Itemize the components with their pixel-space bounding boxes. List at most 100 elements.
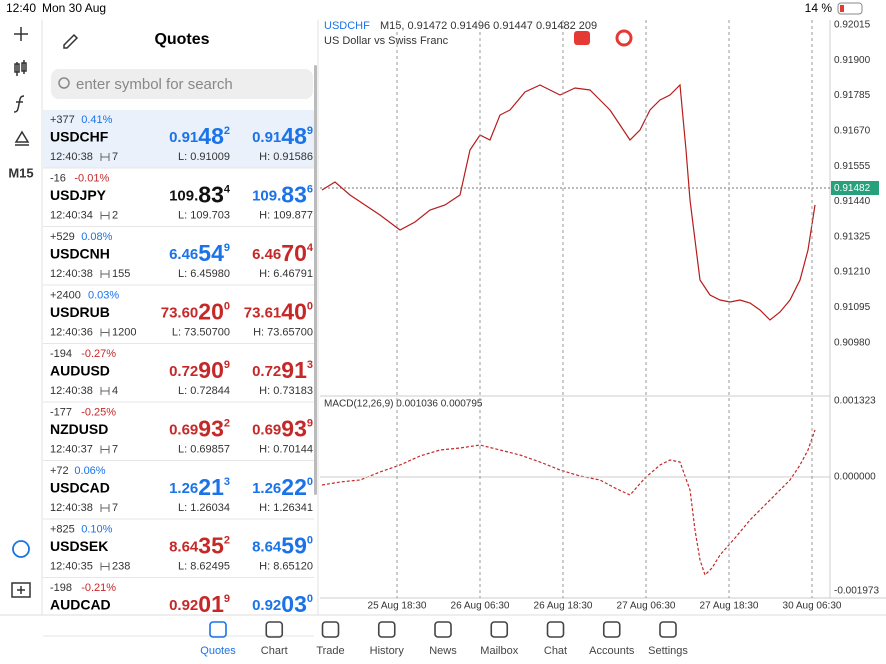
tab-icon[interactable]	[659, 621, 677, 638]
timeframe[interactable]: M15	[8, 165, 33, 180]
quote-row[interactable]: +2400 0.03%USDRUB 73.60200 73.6140012:40:36…	[43, 289, 314, 344]
price-fraction: 9	[224, 359, 230, 371]
price-fraction: 4	[307, 242, 314, 254]
price-pips: 83	[198, 182, 224, 208]
price-pips: 21	[198, 474, 224, 500]
price-prefix: 8.64	[252, 538, 282, 555]
chart-description: US Dollar vs Swiss Franc	[324, 35, 449, 47]
tab-icon[interactable]	[602, 621, 621, 638]
tab-icon[interactable]	[377, 621, 396, 638]
search-box[interactable]	[51, 69, 313, 99]
change-percent: 0.06%	[74, 465, 105, 477]
low: L: 0.72844	[178, 385, 230, 397]
price-pips: 48	[281, 123, 307, 149]
spread-icon	[100, 211, 110, 220]
change-percent: -0.01%	[74, 172, 109, 184]
price-fraction: 4	[224, 183, 231, 195]
price-fraction: 2	[224, 125, 230, 137]
price-prefix: 8.64	[169, 538, 199, 555]
change-points: +2400	[50, 289, 81, 301]
symbol: USDRUB	[50, 304, 110, 320]
price-prefix: 0.72	[252, 363, 281, 380]
current-price: 0.91482	[834, 183, 871, 194]
tab-icon[interactable]	[490, 621, 509, 638]
quote-row[interactable]: -198 -0.21%AUDCAD 0.92019 0.92030	[43, 582, 314, 637]
tab-label[interactable]: Quotes	[200, 645, 236, 657]
tab-label[interactable]: Accounts	[589, 645, 635, 657]
time-axis-label: 25 Aug 18:30	[368, 601, 427, 612]
tab-label[interactable]: Settings	[648, 645, 688, 657]
quote-time: 12:40:36	[50, 326, 93, 338]
low: L: 8.62495	[178, 560, 230, 572]
bid-price: 6.46549	[169, 240, 230, 266]
price-prefix: 0.72	[169, 363, 198, 380]
price-fraction: 6	[307, 183, 313, 195]
change-points: -194	[50, 348, 72, 360]
chart-mode-icon[interactable]	[12, 540, 30, 558]
macd-axis-label: 0.000000	[834, 472, 876, 483]
edit-icon[interactable]	[63, 33, 79, 49]
change-percent: -0.25%	[81, 406, 116, 418]
high: H: 0.73183	[259, 385, 313, 397]
function-icon	[13, 95, 25, 113]
ask-price: 73.61400	[244, 299, 313, 325]
tab-label[interactable]: Trade	[316, 645, 344, 657]
quote-time: 12:40:34	[50, 209, 93, 221]
trade-button[interactable]	[574, 31, 590, 45]
change-percent: 0.10%	[81, 523, 112, 535]
price-fraction: 3	[224, 476, 230, 488]
tab-label[interactable]: Chart	[261, 645, 288, 657]
price-pips: 35	[198, 533, 224, 559]
price-prefix: 73.60	[161, 304, 199, 321]
tab-icon[interactable]	[265, 621, 284, 638]
symbol: USDCHF	[50, 129, 109, 145]
tab-icon[interactable]	[546, 621, 565, 638]
moving-average	[321, 83, 816, 321]
high: H: 73.65700	[253, 326, 313, 338]
price-prefix: 1.26	[252, 480, 281, 497]
price-fraction: 9	[307, 125, 313, 137]
price-pips: 83	[281, 182, 307, 208]
ask-price: 0.69939	[252, 416, 313, 442]
price-pips: 48	[198, 123, 224, 149]
price-pips: 93	[198, 416, 224, 442]
ask-price: 0.72913	[252, 357, 313, 383]
change-percent: 0.03%	[88, 289, 119, 301]
price-axis-label: 0.91670	[834, 126, 871, 137]
tab-label[interactable]: History	[370, 645, 405, 657]
symbol: USDCAD	[50, 480, 110, 496]
change-points: +529	[50, 231, 75, 243]
battery-icon	[837, 2, 863, 15]
price-prefix: 0.69	[169, 421, 198, 438]
status-time: 12:40	[6, 1, 36, 15]
spread-icon	[100, 328, 110, 337]
low: L: 0.69857	[178, 443, 230, 455]
row-highlight	[43, 110, 314, 168]
ask-price: 6.46704	[252, 240, 314, 266]
price-prefix: 109.	[252, 187, 281, 204]
tab-icon[interactable]	[209, 621, 227, 638]
macd-signal	[321, 429, 816, 577]
trade-button[interactable]	[615, 29, 633, 47]
tab-label[interactable]: News	[429, 645, 457, 657]
ask-price: 1.26220	[252, 474, 313, 500]
symbol: USDCNH	[50, 246, 110, 262]
change-percent: -0.27%	[81, 348, 116, 360]
price-fraction: 9	[224, 242, 230, 254]
tab-icon[interactable]	[434, 621, 452, 638]
tab-label[interactable]: Chat	[544, 645, 567, 657]
tab-icon[interactable]	[321, 621, 340, 638]
tab-label[interactable]: Mailbox	[480, 645, 518, 657]
price-pips: 40	[281, 299, 307, 325]
price-pips: 93	[281, 416, 307, 442]
price-fraction: 9	[224, 593, 230, 605]
spread-icon	[100, 270, 110, 278]
